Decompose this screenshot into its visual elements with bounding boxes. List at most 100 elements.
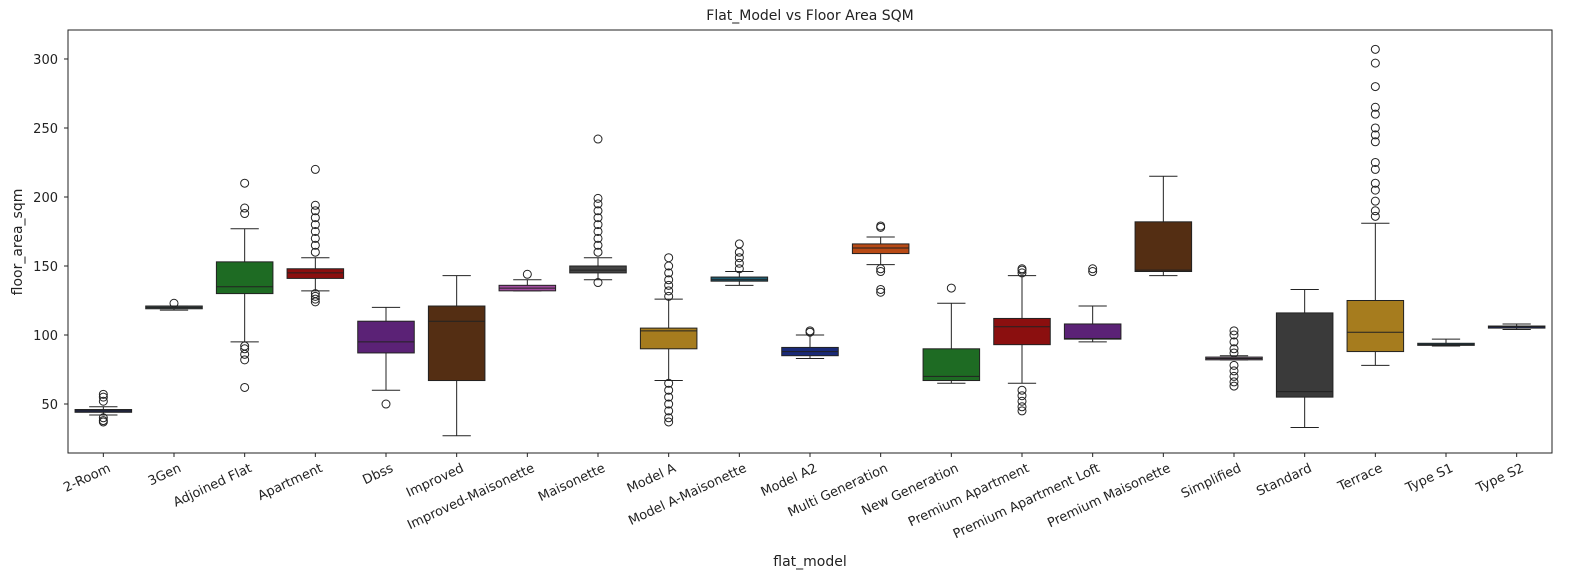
outlier [1229,344,1239,354]
x-tick-label: Standard [1254,461,1314,500]
outlier [876,267,886,277]
outlier [98,389,108,399]
outlier [1370,157,1380,167]
box [215,261,274,295]
outlier [310,206,320,216]
outlier [1229,337,1239,347]
x-tick-label: Dbss [361,461,396,488]
outlier [1017,406,1027,416]
box [639,327,698,350]
outlier [1017,396,1027,406]
outlier [1229,348,1239,358]
x-tick-label: Simplified [1179,461,1244,502]
x-tick-label: Improved-Maisonette [405,461,537,533]
outlier [98,392,108,402]
outlier [664,385,674,395]
box [1134,221,1193,273]
y-tick-label: 200 [33,191,58,206]
x-tick-label: 2-Room [61,461,113,496]
box [357,320,415,354]
outlier [664,417,674,427]
outlier [310,289,320,299]
outlier [310,226,320,236]
outlier [310,294,320,304]
outlier [664,275,674,285]
y-tick-label: 150 [33,260,58,275]
outlier [664,406,674,416]
outlier [98,396,108,406]
outlier [1229,326,1239,336]
box [922,348,981,382]
box [1275,312,1334,398]
x-tick-label: Type S2 [1473,461,1526,496]
outlier [240,203,250,213]
box [1063,323,1122,340]
outlier [310,240,320,250]
outlier [1370,109,1380,119]
outlier [1229,381,1239,391]
outlier [240,209,250,219]
outlier [593,233,603,243]
outlier [1229,330,1239,340]
y-tick-label: 300 [33,53,58,68]
outlier [593,206,603,216]
outlier [946,283,956,293]
outlier [593,213,603,223]
x-tick-label: Adjoined Flat [171,461,254,510]
y-tick-label: 250 [33,122,58,137]
outlier [1370,137,1380,147]
outlier [734,258,744,268]
outlier [98,416,108,426]
outlier [1088,267,1098,277]
box [427,305,486,382]
outlier [1370,206,1380,216]
x-tick-label: Apartment [256,461,325,504]
outlier [169,298,179,308]
outlier [1017,264,1027,274]
outlier [664,378,674,388]
outlier [593,193,603,203]
box [286,268,345,279]
outlier [734,264,744,274]
outlier [310,291,320,301]
box [993,317,1051,346]
outlier [1229,371,1239,381]
outlier [1370,123,1380,133]
outlier [1088,264,1098,274]
box [569,265,627,274]
outlier [240,341,250,351]
y-axis-label: floor_area_sqm [10,189,26,296]
outlier [381,399,391,409]
outlier [310,200,320,210]
y-tick-label: 50 [41,398,58,413]
outlier [310,247,320,257]
plot-frame [67,29,1553,454]
outlier [876,284,886,294]
outlier [310,213,320,223]
outlier [593,226,603,236]
outlier [734,239,744,249]
outlier [664,253,674,263]
outlier [593,199,603,209]
outlier [1370,44,1380,54]
outlier [1229,360,1239,370]
outlier [1370,164,1380,174]
outlier [310,233,320,243]
outlier [664,286,674,296]
outlier [1370,82,1380,92]
outlier [98,413,108,423]
outlier [876,221,886,231]
outlier [805,326,815,336]
x-tick-label: Terrace [1335,461,1385,495]
outlier [1370,185,1380,195]
outlier [1370,178,1380,188]
outlier [522,269,532,279]
outlier [593,247,603,257]
box [710,276,769,282]
y-tick-label: 100 [33,329,58,344]
outlier [1229,377,1239,387]
x-tick-label: Type S1 [1403,461,1456,496]
outlier [1370,130,1380,140]
outlier [664,392,674,402]
